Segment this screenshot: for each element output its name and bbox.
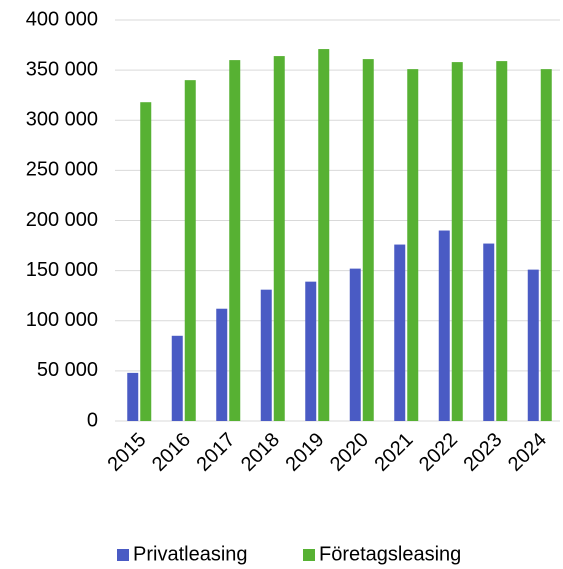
y-tick-label: 250 000 [26, 159, 98, 181]
bar [171, 335, 183, 421]
bar [362, 59, 374, 421]
bar [216, 308, 228, 421]
legend-label: Privatleasing [133, 543, 248, 565]
bar [483, 243, 495, 421]
y-tick-label: 400 000 [26, 8, 98, 30]
bar [540, 69, 552, 421]
bar [127, 372, 139, 421]
legend-swatch [117, 549, 129, 561]
y-tick-label: 100 000 [26, 309, 98, 331]
x-tick-label: 2017 [192, 429, 239, 476]
y-tick-label: 300 000 [26, 109, 98, 131]
bar [229, 60, 241, 421]
x-tick-label: 2023 [459, 429, 506, 476]
legend-label: Företagsleasing [319, 543, 461, 565]
y-tick-label: 50 000 [37, 359, 98, 381]
y-tick-label: 150 000 [26, 259, 98, 281]
bar [407, 69, 419, 421]
bar [451, 62, 463, 421]
bar [140, 102, 152, 421]
y-tick-label: 200 000 [26, 209, 98, 231]
bar [305, 281, 317, 421]
bar [527, 269, 539, 421]
y-tick-label: 350 000 [26, 58, 98, 80]
bar [273, 56, 285, 422]
bar [260, 289, 272, 421]
x-tick-label: 2022 [415, 429, 462, 476]
x-tick-label: 2016 [148, 429, 195, 476]
x-tick-label: 2021 [370, 429, 417, 476]
y-tick-label: 0 [87, 409, 98, 431]
x-tick-label: 2018 [237, 429, 284, 476]
x-tick-label: 2020 [326, 429, 373, 476]
bar [318, 49, 330, 421]
legend-swatch [303, 549, 315, 561]
x-tick-label: 2024 [504, 429, 551, 476]
bar [349, 268, 361, 421]
bar [394, 244, 406, 421]
bar [438, 230, 450, 421]
bar [496, 61, 508, 421]
bar [184, 80, 196, 422]
x-tick-label: 2019 [281, 429, 328, 476]
x-tick-label: 2015 [103, 429, 150, 476]
